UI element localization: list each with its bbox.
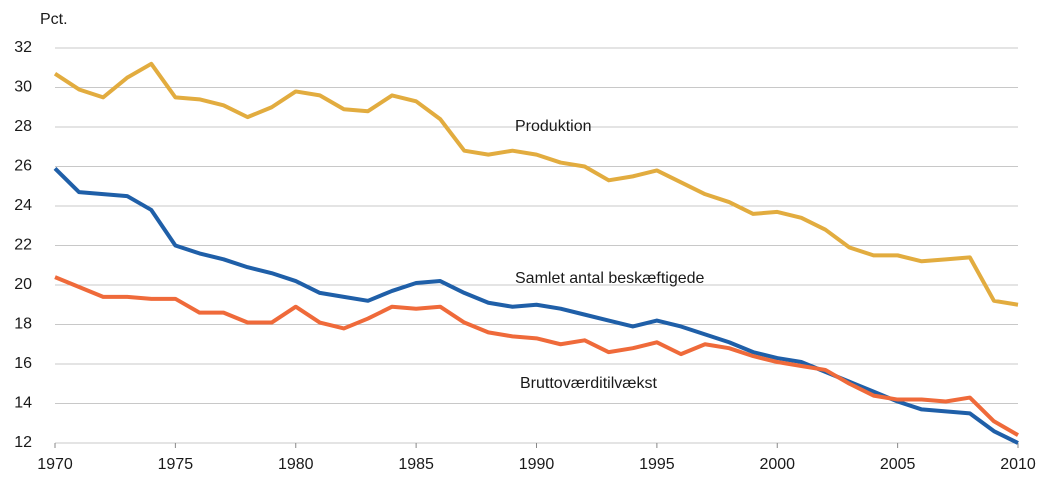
- y-tick-label: 28: [14, 118, 32, 135]
- y-tick-label: 20: [14, 276, 32, 293]
- series-label: Produktion: [515, 118, 592, 135]
- y-tick-label: 12: [14, 434, 32, 451]
- x-tick-label: 1990: [519, 456, 555, 473]
- y-tick-label: 32: [14, 39, 32, 56]
- series-label: Bruttoværditilvækst: [520, 375, 657, 392]
- x-tick-label: 1975: [158, 456, 194, 473]
- x-tick-label: 1985: [398, 456, 434, 473]
- series-line: [53, 61, 1019, 307]
- series-label: Samlet antal beskæftigede: [515, 270, 705, 287]
- x-tick-label: 2005: [880, 456, 916, 473]
- y-tick-label: 22: [14, 237, 32, 254]
- y-axis-label: Pct.: [40, 11, 68, 28]
- y-tick-label: 18: [14, 316, 32, 333]
- y-tick-label: 16: [14, 355, 32, 372]
- y-tick-label: 30: [14, 79, 32, 96]
- series-line: [53, 167, 1019, 445]
- y-tick-label: 24: [14, 197, 32, 214]
- x-tick-label: 1995: [639, 456, 675, 473]
- x-tick-label: 1970: [37, 456, 73, 473]
- y-tick-label: 14: [14, 395, 32, 412]
- series-line: [54, 275, 1019, 437]
- x-tick-label: 2000: [759, 456, 795, 473]
- x-tick-label: 1980: [278, 456, 314, 473]
- x-tick-label: 2010: [1000, 456, 1036, 473]
- y-tick-label: 26: [14, 158, 32, 175]
